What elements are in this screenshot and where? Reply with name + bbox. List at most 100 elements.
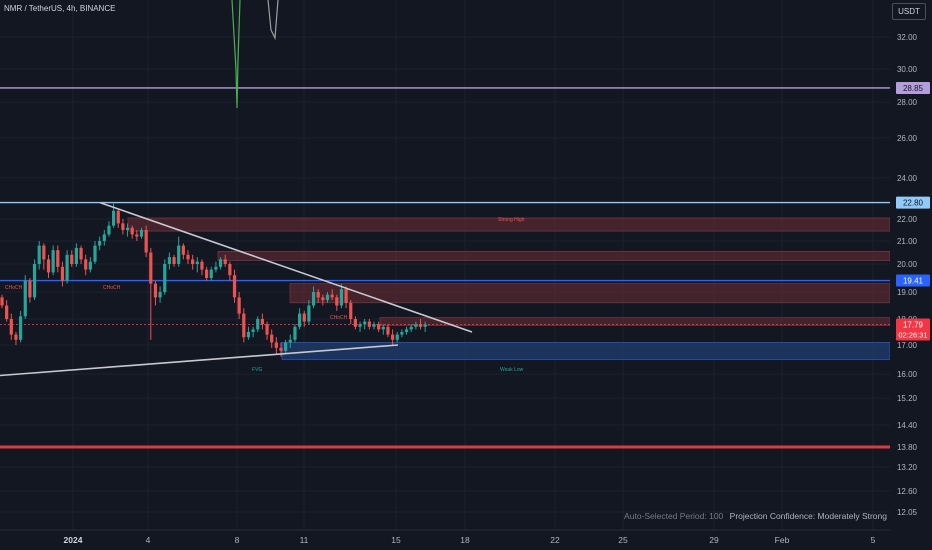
- candle-body: [409, 326, 413, 330]
- candle-body: [14, 334, 18, 340]
- candle-body: [372, 324, 376, 327]
- candle-body: [93, 245, 97, 262]
- candle-body: [51, 250, 55, 273]
- candle-body: [130, 227, 134, 235]
- price-axis-tick: 24.00: [897, 174, 918, 183]
- candle-body: [56, 250, 60, 267]
- candle-body: [163, 264, 167, 292]
- candle-body: [400, 332, 404, 335]
- candle-body: [381, 326, 385, 330]
- candle-body: [363, 321, 367, 325]
- candle-body: [19, 316, 23, 340]
- supply-zone: [217, 251, 891, 261]
- price-axis-tick: 20.00: [897, 260, 918, 269]
- candle-body: [200, 261, 204, 270]
- ascending-trendline: [0, 344, 399, 377]
- candle-body: [377, 324, 381, 330]
- candle-body: [367, 321, 371, 327]
- time-axis-tick: 15: [391, 535, 401, 545]
- candle-body: [116, 210, 120, 224]
- time-axis-tick: 18: [460, 535, 470, 545]
- projection-line-down: [231, 0, 241, 109]
- annotation-label: CHoCH: [103, 285, 121, 291]
- candle-body: [284, 342, 288, 351]
- candle-body: [46, 259, 51, 273]
- candle-body: [330, 294, 334, 298]
- price-label-box: [896, 274, 930, 287]
- candle-body: [349, 302, 353, 319]
- candle-body: [153, 283, 158, 298]
- candle-body: [74, 247, 78, 264]
- annotation-label: CHoCH: [5, 285, 23, 291]
- candle-body: [386, 326, 390, 335]
- price-axis-tick: 28.00: [897, 98, 918, 107]
- candle-body: [256, 319, 260, 330]
- candle-body: [5, 305, 9, 319]
- price-axis-tick: 15.20: [897, 394, 918, 403]
- candle-body: [298, 313, 302, 327]
- candle-body: [28, 280, 32, 298]
- candle-body: [195, 261, 199, 264]
- candle-body: [181, 245, 185, 255]
- candle-body: [144, 230, 148, 253]
- candle-body: [335, 297, 339, 306]
- candle-body: [307, 305, 311, 322]
- candle-body: [9, 319, 13, 335]
- candle-body: [191, 259, 195, 264]
- candle-body: [139, 230, 144, 237]
- candle-body: [209, 269, 213, 278]
- price-label-box: [896, 81, 930, 94]
- price-axis-tick: 30.00: [897, 65, 918, 74]
- annotation-label: CHoCH: [330, 315, 348, 321]
- price-axis-tick: 12.60: [897, 487, 918, 496]
- candle-body: [23, 280, 27, 317]
- price-label-text: 28.85: [903, 84, 924, 93]
- candle-body: [274, 342, 278, 348]
- demand-zone: [281, 342, 891, 360]
- candle-body: [37, 245, 41, 264]
- candle-body: [149, 252, 153, 284]
- candle-body: [218, 259, 223, 267]
- candle-body: [242, 313, 246, 338]
- time-axis-tick: 11: [300, 535, 309, 545]
- candle-body: [167, 257, 171, 264]
- projection-info: Auto-Selected Period: 100 Projection Con…: [624, 511, 887, 521]
- price-label-text: 19.41: [903, 277, 924, 286]
- candle-body: [246, 332, 251, 338]
- candle-body: [135, 234, 139, 237]
- candle-body: [311, 292, 316, 306]
- projection-line-up: [267, 0, 279, 41]
- price-axis-tick: 13.20: [897, 463, 918, 472]
- candle-body: [158, 292, 162, 298]
- projection-confidence-label: Projection Confidence: Moderately Strong: [729, 511, 887, 521]
- price-label-text: 22.80: [903, 199, 924, 208]
- candle-body: [288, 339, 292, 343]
- price-label-text: 17.79: [903, 320, 924, 329]
- candle-body: [339, 289, 344, 306]
- candle-body: [321, 297, 325, 301]
- descending-trendline: [99, 201, 473, 333]
- candle-body: [205, 269, 209, 278]
- candle-body: [60, 266, 65, 281]
- candle-body: [107, 225, 111, 235]
- candle-body: [98, 241, 102, 246]
- candle-body: [325, 294, 330, 301]
- candle-body: [186, 254, 190, 260]
- candle-body: [418, 324, 423, 327]
- price-axis-tick: 16.00: [897, 370, 918, 379]
- candle-body: [65, 254, 69, 281]
- candle-body: [316, 292, 320, 298]
- candle-body: [302, 313, 306, 322]
- candle-body: [358, 324, 362, 327]
- candle-body: [344, 289, 348, 303]
- candle-body: [251, 329, 255, 332]
- time-axis-tick: 4: [146, 535, 151, 545]
- currency-button[interactable]: USDT: [892, 3, 926, 20]
- candle-body: [265, 324, 269, 335]
- symbol-title[interactable]: NMR / TetherUS, 4h, BINANCE: [4, 4, 116, 13]
- candle-body: [42, 245, 46, 260]
- candle-body: [237, 297, 241, 314]
- annotation-label: Strong High: [498, 217, 525, 223]
- price-axis-tick: 22.00: [897, 215, 918, 224]
